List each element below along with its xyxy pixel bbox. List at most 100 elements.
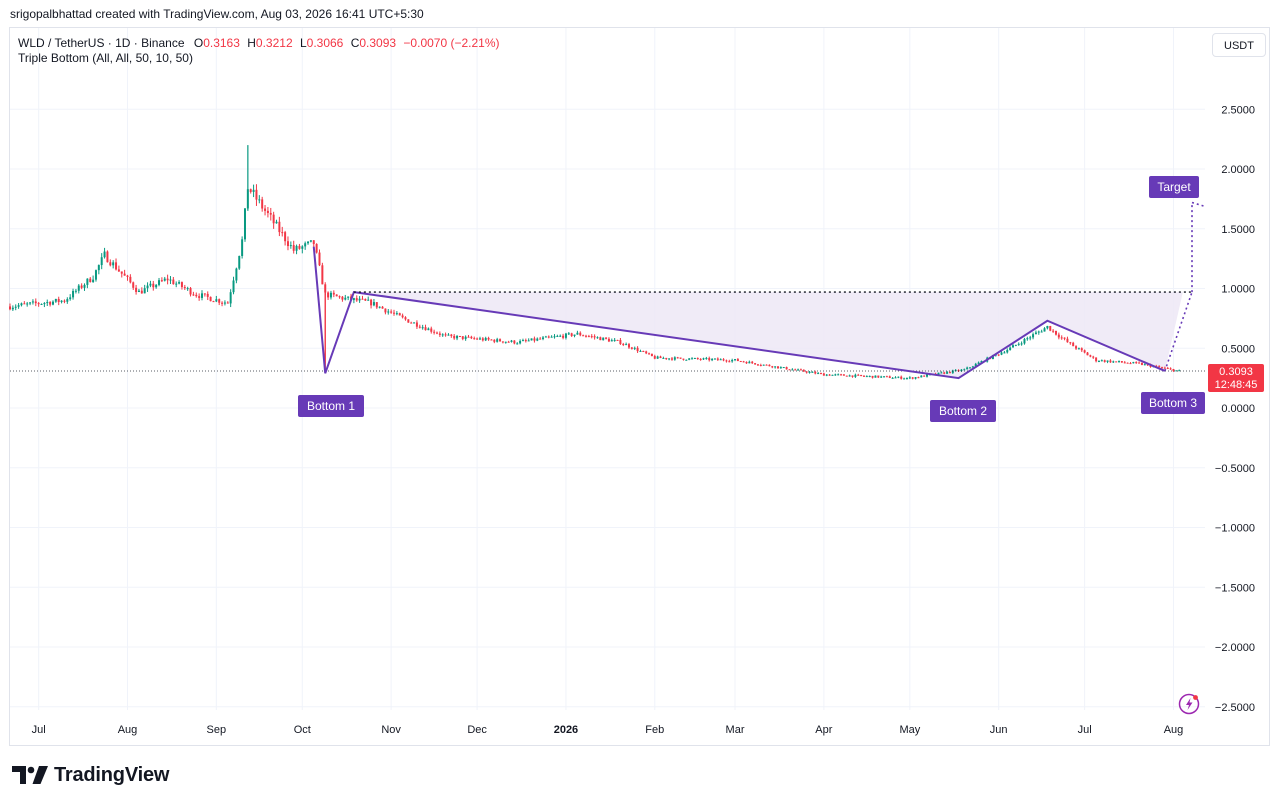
candle-body (34, 301, 37, 304)
bottom-2-label[interactable]: Bottom 2 (930, 400, 996, 422)
candle-body (974, 363, 977, 367)
candle-body (797, 369, 800, 371)
candle-body (1158, 366, 1161, 368)
candle-body (60, 300, 63, 303)
candle-body (971, 366, 974, 368)
candle-body (1075, 346, 1078, 349)
candle-body (648, 353, 651, 355)
candle-body (152, 283, 155, 288)
candle-body (550, 336, 553, 338)
candle-body (883, 376, 886, 378)
candle-body (1146, 364, 1149, 366)
close-label: C (350, 36, 360, 50)
candle-body (241, 239, 244, 256)
candle-body (742, 361, 745, 363)
candle-body (860, 374, 863, 376)
bottom-1-label-text: Bottom 1 (307, 399, 355, 413)
candle-body (23, 303, 26, 305)
candle-body (822, 373, 825, 376)
candle-body (699, 358, 702, 360)
candle-body (493, 339, 496, 342)
candle-body (802, 369, 805, 372)
candle-body (106, 251, 109, 263)
candle-body (736, 359, 739, 362)
candle-body (1026, 338, 1029, 340)
candle-body (97, 265, 100, 271)
candle-body (862, 375, 865, 377)
replay-icon[interactable] (1178, 693, 1200, 715)
candle-body (1120, 361, 1123, 363)
candle-body (567, 333, 570, 335)
candle-body (355, 298, 358, 301)
candle-body (573, 334, 576, 336)
target-label[interactable]: Target (1149, 176, 1199, 198)
candle-body (819, 373, 822, 375)
price-tick-label: 1.5000 (1221, 224, 1255, 236)
candle-body (948, 371, 951, 373)
price-tick-label: 0.5000 (1221, 343, 1255, 355)
chart-pane[interactable] (9, 27, 1270, 746)
target-label-text: Target (1157, 180, 1191, 194)
price-tick-label: 2.0000 (1221, 164, 1255, 176)
candle-body (728, 361, 731, 363)
candle-body (218, 299, 221, 303)
candle-body (393, 312, 396, 314)
candle-body (696, 358, 699, 360)
candle-body (321, 265, 324, 285)
indicator-legend[interactable]: Triple Bottom (All, All, 50, 10, 50) (18, 51, 193, 65)
candle-body (630, 347, 633, 349)
candle-body (553, 336, 556, 338)
candle-body (163, 278, 166, 281)
candle-body (180, 282, 183, 288)
candle-body (539, 338, 542, 340)
candle-body (1083, 350, 1086, 353)
candle-body (636, 347, 639, 352)
candle-body (166, 278, 169, 281)
symbol-title[interactable]: WLD / TetherUS · 1D · Binance (18, 36, 185, 50)
bottom-1-label[interactable]: Bottom 1 (298, 395, 364, 417)
candle-body (430, 328, 433, 332)
candle-body (433, 331, 436, 333)
candle-body (29, 302, 32, 304)
candle-body (1143, 364, 1146, 366)
candle-body (387, 311, 390, 313)
target-label-box (1149, 176, 1199, 198)
candle-body (140, 290, 143, 294)
candle-body (914, 377, 917, 379)
candle-body (510, 340, 513, 342)
price-tick-label: −2.0000 (1215, 642, 1255, 654)
time-tick-label: Dec (467, 724, 487, 736)
candle-body (26, 303, 29, 305)
candle-body (619, 340, 622, 344)
candle-body (490, 339, 493, 341)
candle-body (865, 376, 868, 378)
candle-body (963, 369, 966, 371)
candle-body (66, 299, 69, 302)
time-tick-label: Mar (726, 724, 745, 736)
candle-body (232, 280, 235, 293)
candle-body (77, 285, 80, 291)
candle-body (358, 298, 361, 301)
tradingview-logo[interactable]: TradingView (12, 762, 169, 788)
time-tick-label: May (899, 724, 920, 736)
candle-body (1066, 338, 1069, 343)
candle-body (593, 336, 596, 338)
candle-body (1103, 360, 1106, 362)
candle-body (582, 335, 585, 337)
bottom-3-label[interactable]: Bottom 3 (1141, 392, 1205, 414)
candle-body (341, 296, 344, 300)
candle-body (719, 359, 722, 361)
candle-body (318, 252, 321, 266)
high-label: H (247, 36, 256, 50)
candle-body (57, 298, 60, 303)
candle-body (284, 232, 287, 242)
candle-body (395, 313, 398, 315)
candle-body (329, 292, 332, 298)
candle-body (1166, 368, 1169, 370)
candle-body (424, 327, 427, 331)
candle-body (135, 287, 138, 292)
candle-body (1014, 344, 1017, 346)
candle-body (123, 273, 126, 276)
currency-button[interactable]: USDT (1212, 33, 1266, 57)
